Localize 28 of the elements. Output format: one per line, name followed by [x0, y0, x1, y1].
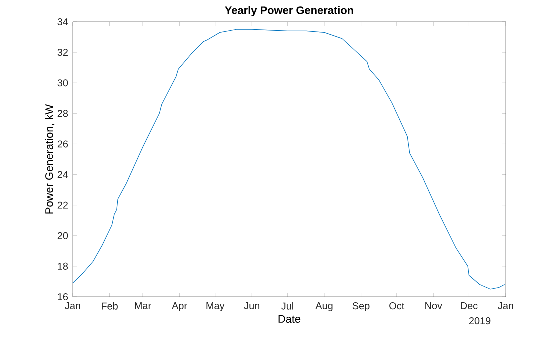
x-tick-label: Feb — [102, 302, 118, 310]
y-tick-label: 22 — [58, 202, 68, 209]
x-tick-label: May — [206, 302, 225, 312]
x-tick-label: Jan — [65, 302, 80, 310]
x-tick-label: Jun — [244, 302, 260, 310]
y-tick-label: 24 — [58, 171, 68, 178]
line-series — [72, 29, 506, 290]
y-tick-label: 28 — [58, 110, 68, 118]
y-tick-label: 16 — [58, 293, 68, 301]
x-axis-title: Date — [278, 315, 301, 324]
y-tick-label: 32 — [58, 49, 68, 56]
x-tick-label: Dec — [461, 302, 478, 310]
y-tick-label: 18 — [58, 262, 68, 270]
y-axis-title: Power Generation, kW — [45, 104, 55, 214]
x-tick-label: Jul — [282, 302, 294, 310]
y-tick-label: 20 — [58, 232, 68, 240]
x-tick-label: Sep — [352, 302, 370, 312]
x-tick-label: Mar — [135, 302, 152, 310]
y-tick-label: 26 — [58, 140, 68, 148]
x-tick-label: Aug — [316, 302, 333, 312]
x-tick-label: Oct — [390, 302, 405, 310]
y-tick-label: 30 — [58, 80, 68, 87]
x-tick-label: Nov — [426, 302, 442, 310]
x-tick-label: Jan — [498, 302, 514, 310]
x-tick-label: Apr — [172, 302, 188, 312]
chart-title: Yearly Power Generation — [225, 6, 354, 16]
y-tick-label: 34 — [58, 18, 68, 26]
text: 2019 — [469, 318, 491, 325]
